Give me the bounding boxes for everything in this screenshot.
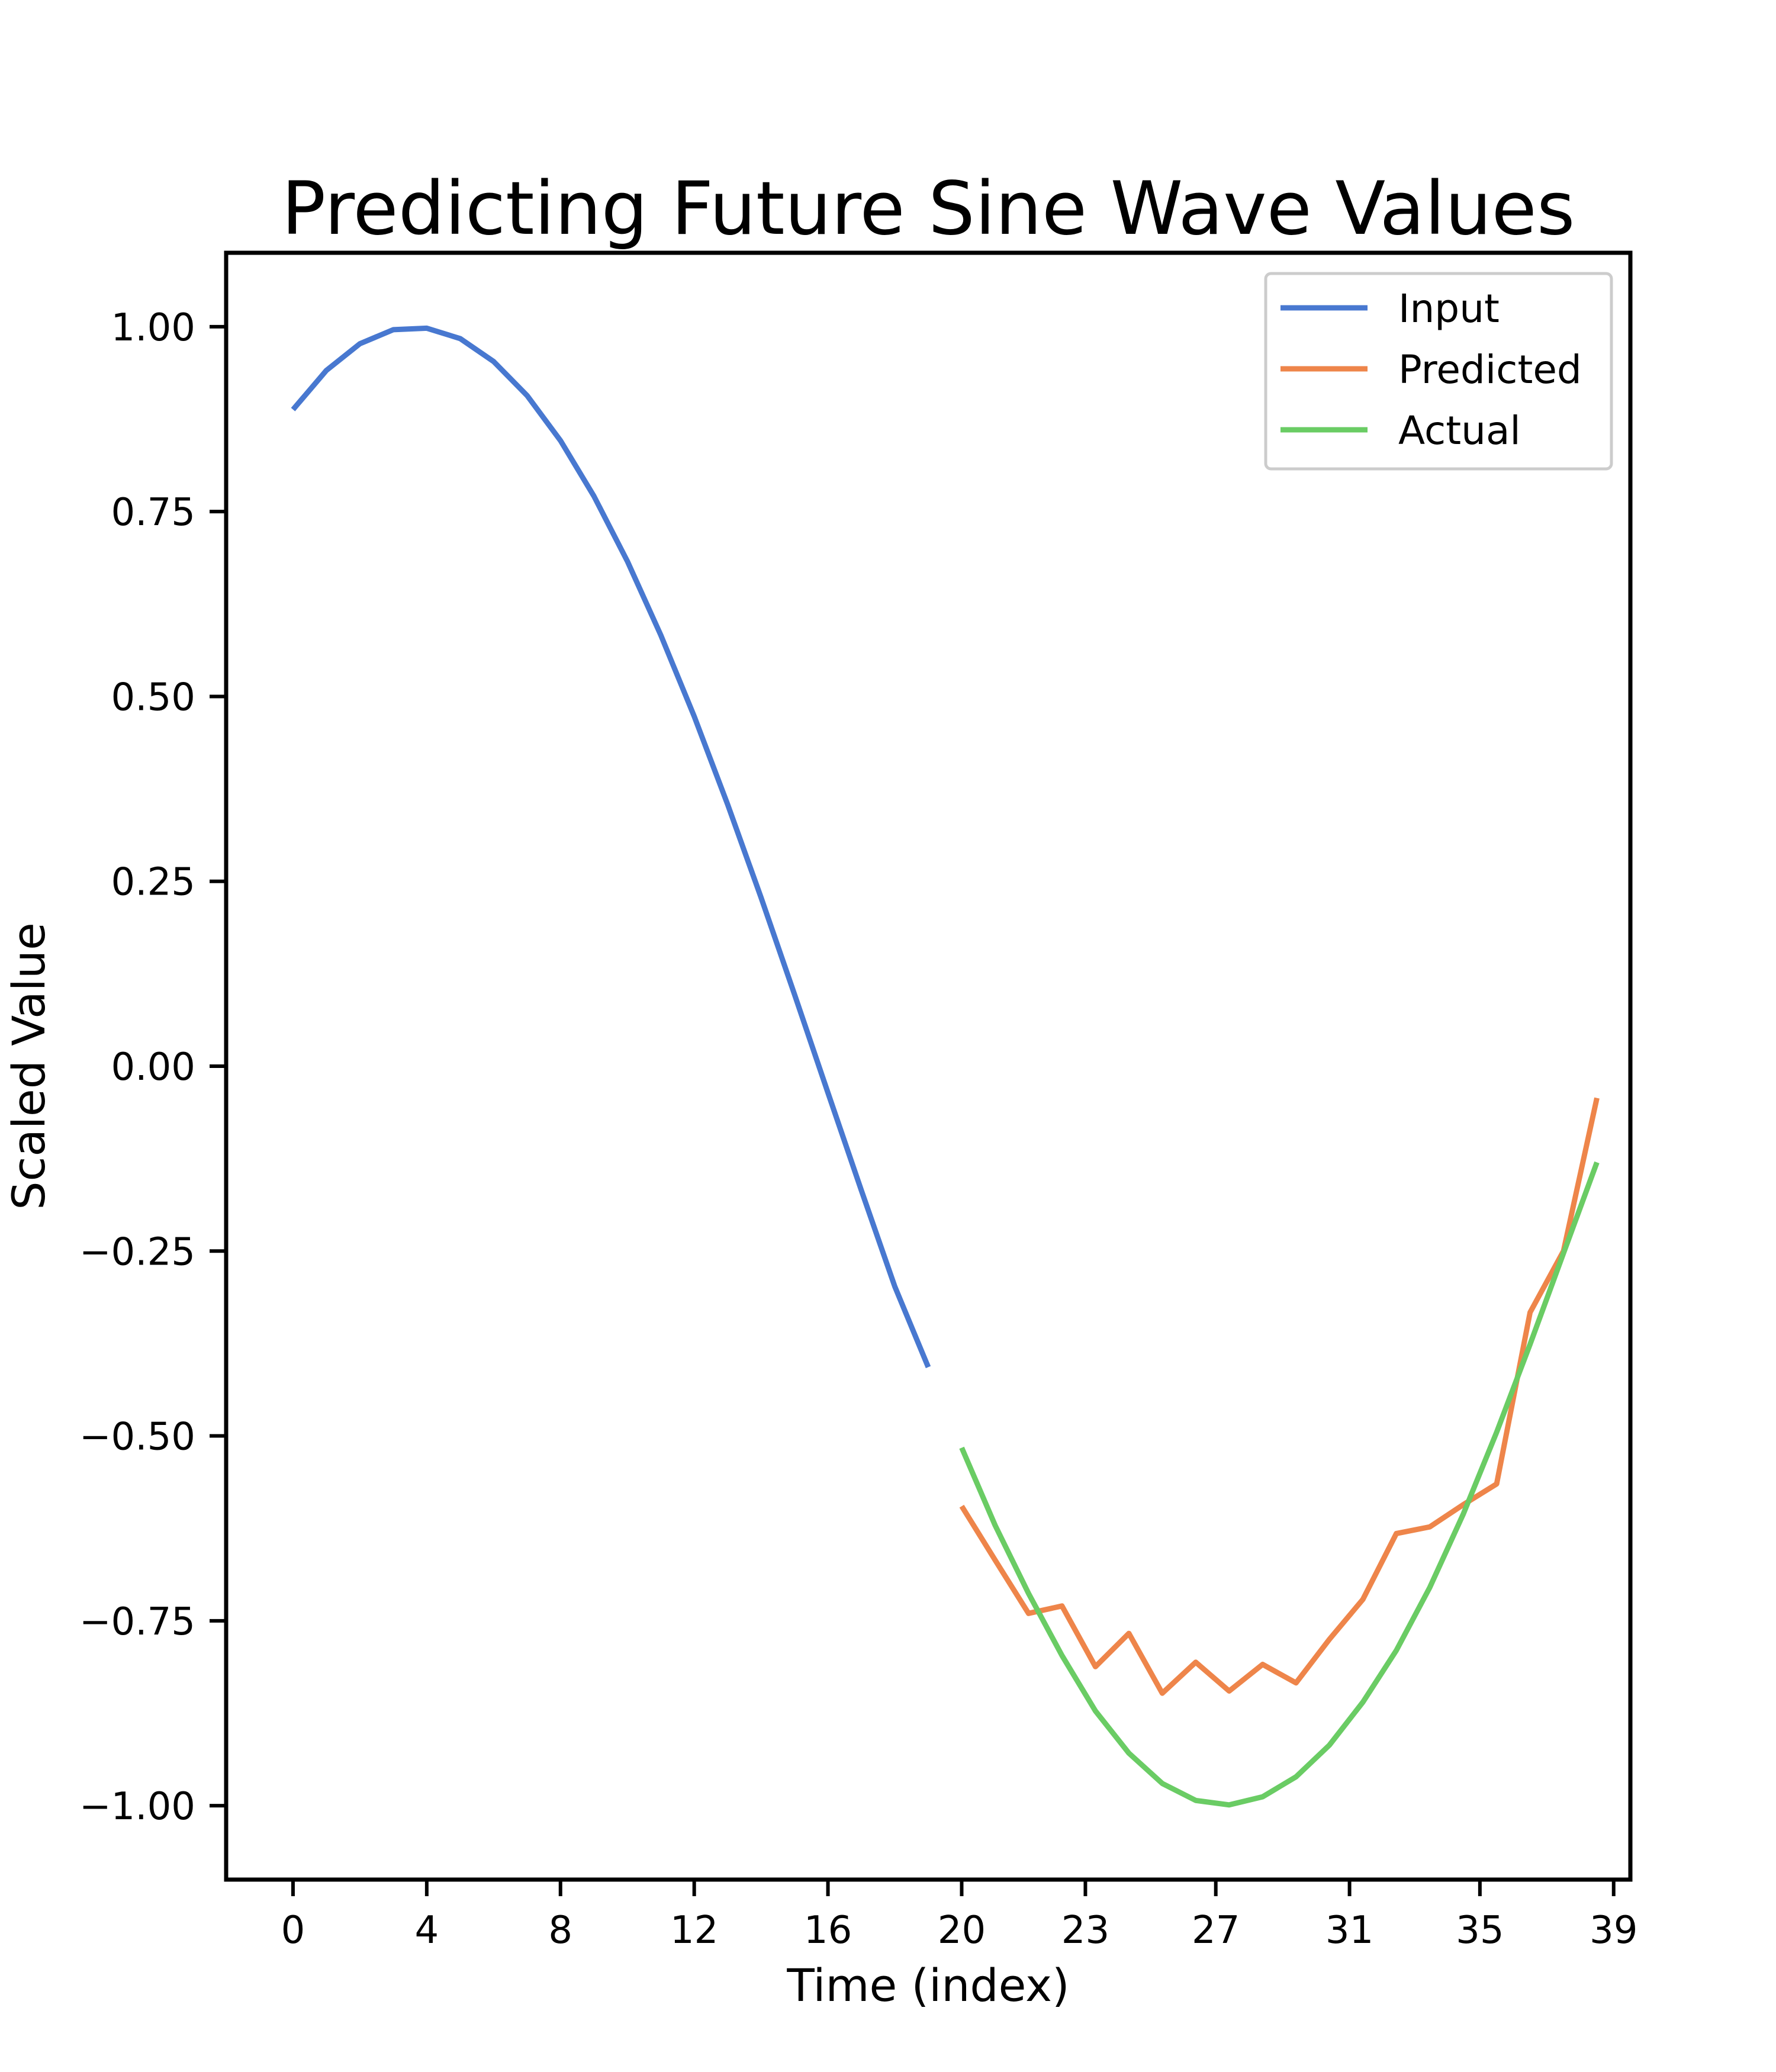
y-tick-label: 0.00 [111,1045,196,1089]
y-tick-label: 0.25 [111,861,196,905]
y-tick-label: 0.50 [111,675,196,719]
legend-label-predicted: Predicted [1398,347,1582,392]
x-tick-label: 23 [1061,1909,1109,1952]
x-tick-label: 8 [548,1909,572,1952]
x-tick-label: 16 [804,1909,852,1952]
legend-entries: Input Predicted Actual [1280,286,1582,453]
x-tick-label: 12 [670,1909,718,1952]
y-tick-label: 1.00 [111,306,196,350]
x-tick-label: 0 [281,1909,305,1952]
x-tick-label: 35 [1456,1909,1504,1952]
series-line-input [291,325,931,1369]
plot-frame [224,250,1633,1882]
legend: Input Predicted Actual [1264,272,1613,471]
series-line-actual [959,1161,1600,1808]
chart-title: Predicting Future Sine Wave Values [282,166,1575,252]
y-tick-label: −0.50 [79,1415,195,1459]
y-axis-label: Scaled Value [2,922,55,1210]
x-tick-label: 27 [1192,1909,1240,1952]
y-tick-label: −0.75 [79,1600,195,1644]
legend-label-input: Input [1398,286,1500,332]
y-tick-label: −1.00 [79,1785,195,1829]
x-tick-label: 4 [414,1909,439,1952]
y-axis-ticks: 1.00 0.75 0.50 0.25 0.00 −0.25 −0.50 −0.75 −1.00 [79,306,226,1829]
x-tick-label: 39 [1590,1909,1637,1952]
y-tick-label: −0.25 [79,1230,195,1274]
series-layer [291,325,1600,1808]
x-axis-label: Time (index) [786,1959,1069,2012]
y-tick-label: 0.75 [111,491,196,535]
legend-frame [1264,272,1613,471]
x-axis-ticks: 0 4 8 12 16 20 23 27 31 35 39 [281,1880,1637,1952]
x-tick-label: 20 [938,1909,986,1952]
legend-label-actual: Actual [1398,408,1521,453]
series-line-predicted [959,1097,1600,1696]
x-tick-label: 31 [1325,1909,1373,1952]
